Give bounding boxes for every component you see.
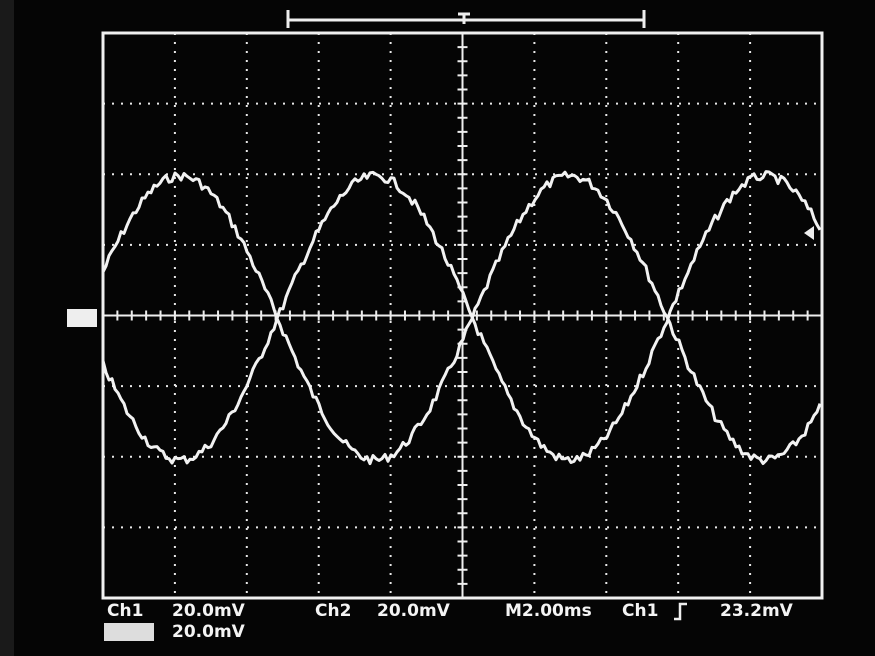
trigger-slope-icon (674, 602, 687, 621)
waveform (101, 170, 822, 465)
row2-scale: 20.0mV (172, 622, 246, 642)
ch1-scale: 20.0mV (172, 601, 246, 621)
trigger-level: 23.2mV (720, 601, 794, 621)
trigger-source: Ch1 (622, 601, 658, 621)
ch2-label: Ch2 (315, 601, 351, 621)
graticule (102, 32, 823, 599)
bezel (0, 0, 14, 656)
ch1-label: Ch1 (107, 601, 143, 621)
timebase: M2.00ms (505, 601, 592, 621)
waveform (101, 170, 822, 466)
graticule-frame (101, 31, 824, 600)
record-bar (286, 10, 646, 28)
trigger-marker (804, 226, 814, 240)
channel-badge (104, 623, 154, 641)
ground-marker (67, 309, 97, 327)
ch2-scale: 20.0mV (377, 601, 451, 621)
